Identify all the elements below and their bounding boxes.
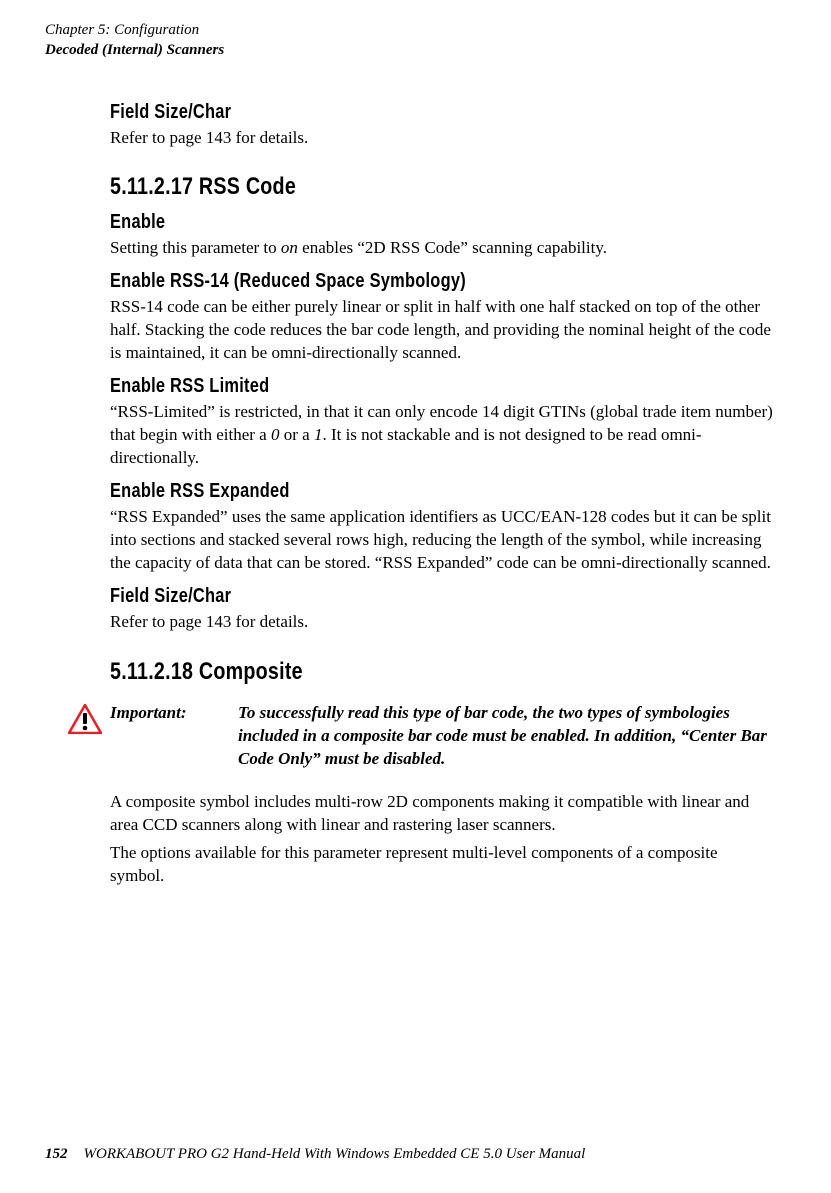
chapter-line: Chapter 5: Configuration: [45, 20, 786, 40]
enable-pre: Setting this parameter to: [110, 238, 281, 257]
rss-limited-mid: or a: [279, 425, 313, 444]
composite-desc-p1: A composite symbol includes multi-row 2D…: [110, 791, 776, 837]
composite-desc-p2: The options available for this parameter…: [110, 842, 776, 888]
page-footer: 152 WORKABOUT PRO G2 Hand-Held With Windo…: [45, 1146, 585, 1163]
body-field-size-char-2: Refer to page 143 for details.: [110, 611, 776, 634]
heading-enable: Enable: [110, 211, 776, 234]
heading-field-size-char-2: Field Size/Char: [110, 585, 776, 608]
important-body: To successfully read this type of bar co…: [238, 702, 770, 771]
heading-enable-rss-limited: Enable RSS Limited: [110, 375, 776, 398]
important-note: Important:To successfully read this type…: [68, 702, 776, 771]
body-enable-rss-limited: “RSS-Limited” is restricted, in that it …: [110, 401, 776, 470]
heading-field-size-char-1: Field Size/Char: [110, 101, 776, 124]
important-text: Important:To successfully read this type…: [110, 702, 776, 771]
body-field-size-char-1: Refer to page 143 for details.: [110, 127, 776, 150]
section-line: Decoded (Internal) Scanners: [45, 40, 786, 60]
important-label: Important:: [110, 702, 238, 725]
heading-enable-rss-expanded: Enable RSS Expanded: [110, 480, 776, 503]
page-number: 152: [45, 1146, 68, 1162]
heading-enable-rss14: Enable RSS-14 (Reduced Space Symbology): [110, 270, 776, 293]
warning-icon: [68, 704, 102, 734]
page-header: Chapter 5: Configuration Decoded (Intern…: [45, 20, 786, 61]
body-enable-rss14: RSS-14 code can be either purely linear …: [110, 296, 776, 365]
enable-post: enables “2D RSS Code” scanning capabilit…: [298, 238, 607, 257]
enable-em: on: [281, 238, 298, 257]
body-enable-rss-expanded: “RSS Expanded” uses the same application…: [110, 506, 776, 575]
main-content: Field Size/Char Refer to page 143 for de…: [45, 101, 786, 889]
manual-title: WORKABOUT PRO G2 Hand-Held With Windows …: [84, 1146, 586, 1162]
heading-composite: 5.11.2.18 Composite: [110, 658, 776, 686]
heading-rss-code: 5.11.2.17 RSS Code: [110, 173, 776, 201]
body-enable: Setting this parameter to on enables “2D…: [110, 237, 776, 260]
